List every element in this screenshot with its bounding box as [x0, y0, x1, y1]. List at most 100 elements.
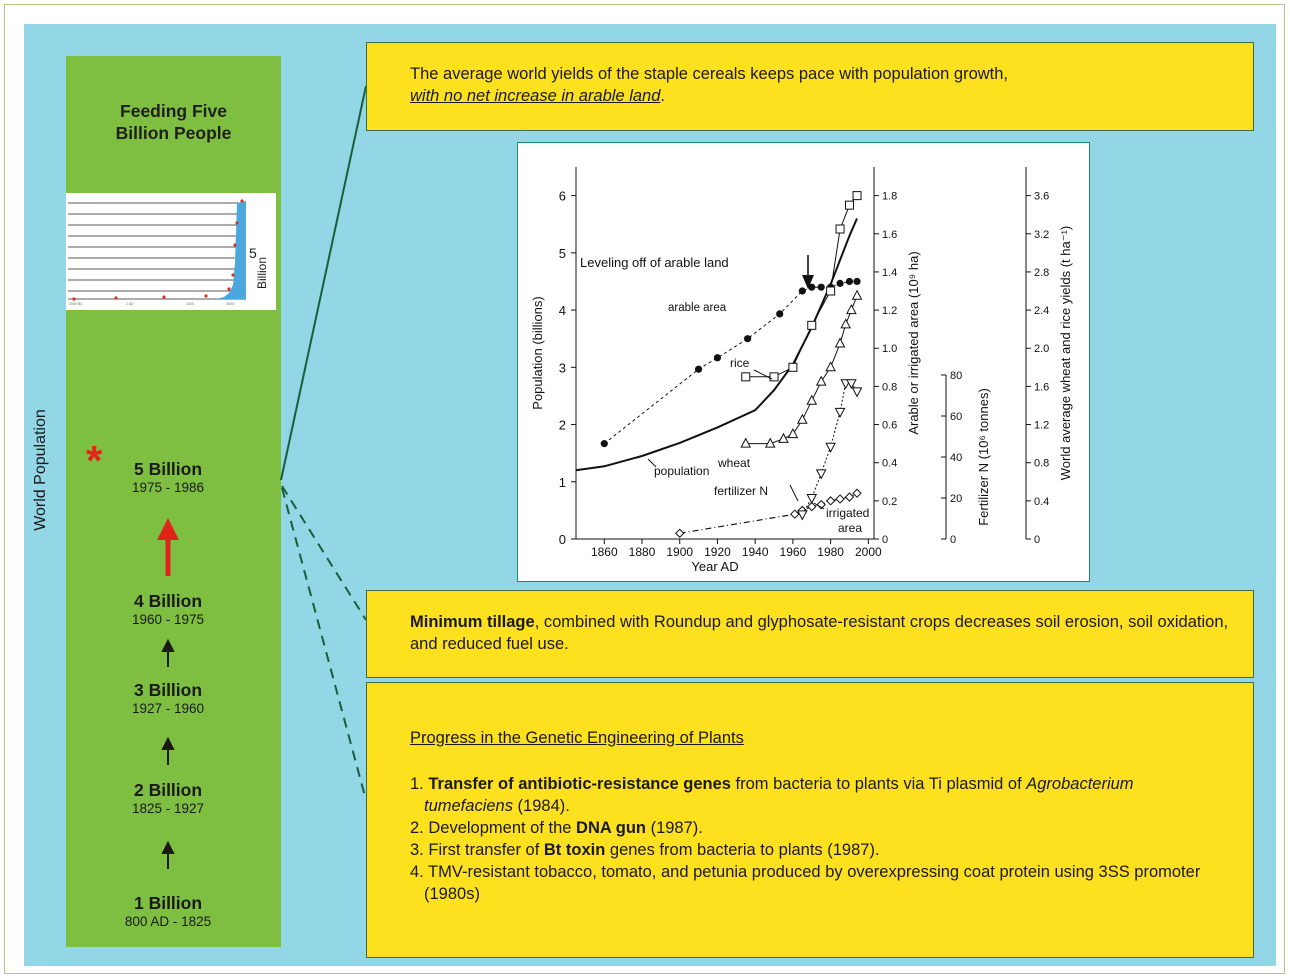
point-arable-area: [798, 287, 806, 295]
tillage-text: , combined with Roundup and glyphosate-r…: [410, 613, 1229, 653]
area-tick-label: 0: [882, 534, 888, 546]
point-arable-area: [836, 279, 844, 287]
point-rice: [741, 372, 751, 382]
thumbnail-value: 5: [249, 245, 257, 261]
annotation-area: area: [838, 521, 862, 535]
point-fertilizer-N: [834, 407, 846, 418]
fert-tick-label: 0: [950, 534, 956, 546]
world-population-label: World Population: [32, 409, 49, 531]
yield-tick-label: 1.6: [1034, 381, 1049, 393]
point-irrigated-area: [835, 494, 845, 504]
population-growth-thumbnail: 2000 BC 1 AD 1000 2000 5 Billion: [66, 193, 276, 310]
svg-text:2000: 2000: [226, 302, 234, 306]
point-rice: [852, 191, 862, 201]
yield-tick-label: 3.6: [1034, 191, 1049, 203]
list-item: 2. Development of the DNA gun (1987).: [410, 817, 1223, 839]
callout-box-tillage: Minimum tillage, combined with Roundup a…: [366, 590, 1254, 678]
thumbnail-label: Billion: [255, 257, 269, 289]
item-text: Development of the: [428, 819, 577, 837]
thumbnail-chart: 2000 BC 1 AD 1000 2000 5 Billion: [68, 199, 269, 306]
yield-tick-label: 2.4: [1034, 305, 1049, 317]
tillage-bold: Minimum tillage: [410, 613, 535, 631]
area-axis-title: Arable or irrigated area (10⁹ ha): [906, 251, 921, 434]
yield-tick-label: 2.0: [1034, 343, 1049, 355]
item-bold: Transfer of antibiotic-resistance genes: [428, 775, 731, 793]
x-tick-label: 1980: [817, 545, 844, 559]
item-italic: Agrobacterium tumefaciens: [424, 775, 1134, 815]
yield-tick-label: 0.8: [1034, 458, 1049, 470]
point-arable-area: [776, 310, 784, 318]
milestone-2-billion: 2 Billion 1825 - 1927: [66, 780, 270, 817]
area-tick-label: 1.6: [882, 229, 897, 241]
y-axis-title: Population (billions): [530, 296, 545, 409]
milestone-years: 1975 - 1986: [131, 480, 205, 495]
area-tick-label: 0.2: [882, 496, 897, 508]
x-tick-label: 1940: [742, 545, 769, 559]
y-tick-label: 4: [559, 303, 566, 318]
point-irrigated-area: [852, 488, 862, 498]
callout-box-genetic-engineering: Progress in the Genetic Engineering of P…: [366, 682, 1254, 958]
leader-rice: [753, 369, 773, 380]
point-arable-area: [808, 283, 816, 291]
milestone-years: 1825 - 1927: [131, 801, 205, 816]
fertilizer-axis-title: Fertilizer N (10⁶ tonnes): [976, 388, 991, 526]
yield-tick-label: 1.2: [1034, 420, 1049, 432]
y-tick-label: 1: [559, 475, 566, 490]
x-tick-label: 1960: [780, 545, 807, 559]
point-wheat: [851, 289, 863, 300]
item-text: TMV-resistant tobacco, tomato, and petun…: [424, 863, 1201, 903]
yield-tick-label: 2.8: [1034, 267, 1049, 279]
item-text: from bacteria to plants via Ti plasmid o…: [730, 775, 1027, 793]
milestone-label: 4 Billion: [133, 591, 203, 611]
point-wheat: [796, 413, 808, 424]
area-tick-label: 1.8: [882, 191, 897, 203]
sidebar-title: Feeding Five Billion People: [115, 101, 232, 143]
point-arable-area: [600, 440, 608, 448]
area-tick-label: 0.4: [882, 458, 897, 470]
series-line-population: [575, 218, 858, 472]
point-irrigated-area: [825, 496, 836, 506]
annotation-fertilizer: fertilizer N: [714, 484, 768, 498]
x-tick-label: 1880: [629, 545, 656, 559]
red-asterisk-icon: *: [86, 437, 103, 484]
milestone-label: 5 Billion: [133, 459, 203, 479]
leader-irrigated: [813, 502, 825, 510]
item-bold: Bt toxin: [543, 841, 606, 859]
svg-text:1 AD: 1 AD: [126, 302, 134, 306]
point-wheat: [806, 394, 818, 405]
point-arable-area: [853, 277, 861, 286]
genetic-heading: Progress in the Genetic Engineering of P…: [410, 729, 744, 747]
point-wheat: [846, 304, 857, 315]
annotation-rice: rice: [730, 356, 750, 370]
item-tail: (1987).: [646, 819, 703, 837]
fert-tick-label: 60: [950, 411, 962, 423]
milestone-4-billion: 4 Billion 1960 - 1975: [66, 591, 270, 628]
annotation-irrigated: irrigated: [826, 506, 869, 520]
list-item: 3. First transfer of Bt toxin genes from…: [410, 839, 1223, 861]
area-tick-label: 0.6: [882, 420, 897, 432]
callout-emphasis: with no net increase in arable land: [410, 87, 661, 105]
point-wheat: [764, 437, 776, 448]
milestone-label: 3 Billion: [133, 680, 203, 700]
callout-end: .: [660, 87, 666, 105]
point-fertilizer-N: [851, 387, 863, 398]
leader-fertilizer: [789, 484, 799, 502]
area-tick-label: 0.8: [882, 381, 897, 393]
point-arable-area: [817, 283, 825, 291]
series-line-arable-area: [603, 281, 857, 444]
x-tick-label: 1860: [591, 545, 618, 559]
point-rice: [769, 372, 779, 382]
list-item: 1. Transfer of antibiotic-resistance gen…: [410, 773, 1223, 817]
y-tick-label: 5: [559, 246, 566, 261]
annotation-leveling: Leveling off of arable land: [580, 255, 729, 270]
point-rice: [788, 362, 798, 372]
point-arable-area: [845, 277, 854, 286]
point-arable-area: [744, 335, 752, 343]
milestone-years: 1960 - 1975: [131, 612, 205, 627]
area-tick-label: 1.2: [882, 305, 897, 317]
item-tail: genes from bacteria to plants (1987).: [605, 841, 880, 859]
y-tick-label: 2: [559, 418, 566, 433]
point-wheat: [834, 337, 846, 348]
y-tick-label: 0: [559, 532, 566, 547]
